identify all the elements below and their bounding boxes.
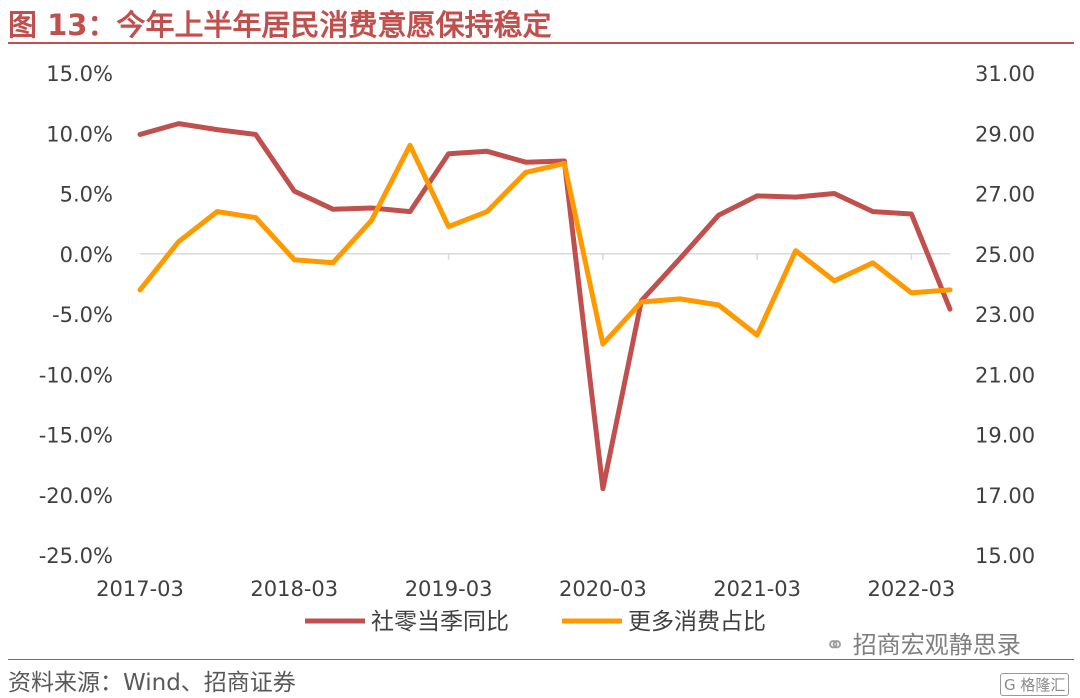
legend-label: 社零当季同比 [371, 609, 509, 635]
right-tick-label: 19.00 [975, 424, 1035, 448]
right-tick-label: 31.00 [975, 62, 1035, 86]
left-tick-label: 15.0% [46, 62, 113, 86]
right-tick-label: 25.00 [975, 243, 1035, 267]
x-tick-label: 2022-03 [868, 577, 956, 601]
right-tick-label: 17.00 [975, 484, 1035, 508]
watermark-logo: G 格隆汇 [1000, 673, 1070, 696]
left-tick-label: -5.0% [52, 303, 113, 327]
left-tick-label: -25.0% [39, 544, 113, 568]
right-tick-label: 23.00 [975, 303, 1035, 327]
left-tick-label: 0.0% [60, 243, 113, 267]
series-line-1 [137, 121, 953, 492]
watermark-text: 招商宏观静思录 [852, 631, 1021, 659]
x-axis: 2017-03 2018-03 2019-03 2020-03 2021-03 2022-… [96, 253, 956, 601]
x-tick-label: 2017-03 [96, 577, 184, 601]
wechat-icon: ⚭ [825, 631, 846, 659]
chart-title: 图 13：今年上半年居民消费意愿保持稳定 [8, 8, 552, 42]
right-tick-label: 27.00 [975, 183, 1035, 207]
left-tick-label: -20.0% [39, 484, 113, 508]
logo-g-icon: G [1004, 676, 1016, 694]
left-tick-label: -15.0% [39, 424, 113, 448]
x-tick-label: 2021-03 [713, 577, 801, 601]
left-tick-label: 5.0% [60, 183, 113, 207]
x-tick-label: 2018-03 [250, 577, 338, 601]
source-note: 资料来源：Wind、招商证券 [8, 670, 296, 696]
right-tick-label: 29.00 [975, 122, 1035, 146]
left-axis-ticks: 15.0% 10.0% 5.0% 0.0% -5.0% -10.0% -15.0% -20.0… [39, 62, 113, 568]
series-layer [137, 121, 953, 492]
legend: 社零当季同比 更多消费占比 [305, 609, 766, 635]
watermark: ⚭ 招商宏观静思录 [825, 625, 1021, 660]
title-divider [8, 42, 1074, 44]
footer-divider [8, 659, 1074, 660]
watermark-logo-text: 格隆汇 [1020, 676, 1066, 694]
x-tick-label: 2020-03 [559, 577, 647, 601]
legend-label: 更多消费占比 [628, 609, 766, 635]
right-axis-ticks: 31.00 29.00 27.00 25.00 23.00 21.00 19.00 17.00… [975, 62, 1035, 568]
x-tick-label: 2019-03 [405, 577, 493, 601]
right-tick-label: 21.00 [975, 363, 1035, 387]
left-tick-label: 10.0% [46, 122, 113, 146]
left-tick-label: -10.0% [39, 363, 113, 387]
series-line-2 [137, 142, 953, 347]
right-tick-label: 15.00 [975, 544, 1035, 568]
